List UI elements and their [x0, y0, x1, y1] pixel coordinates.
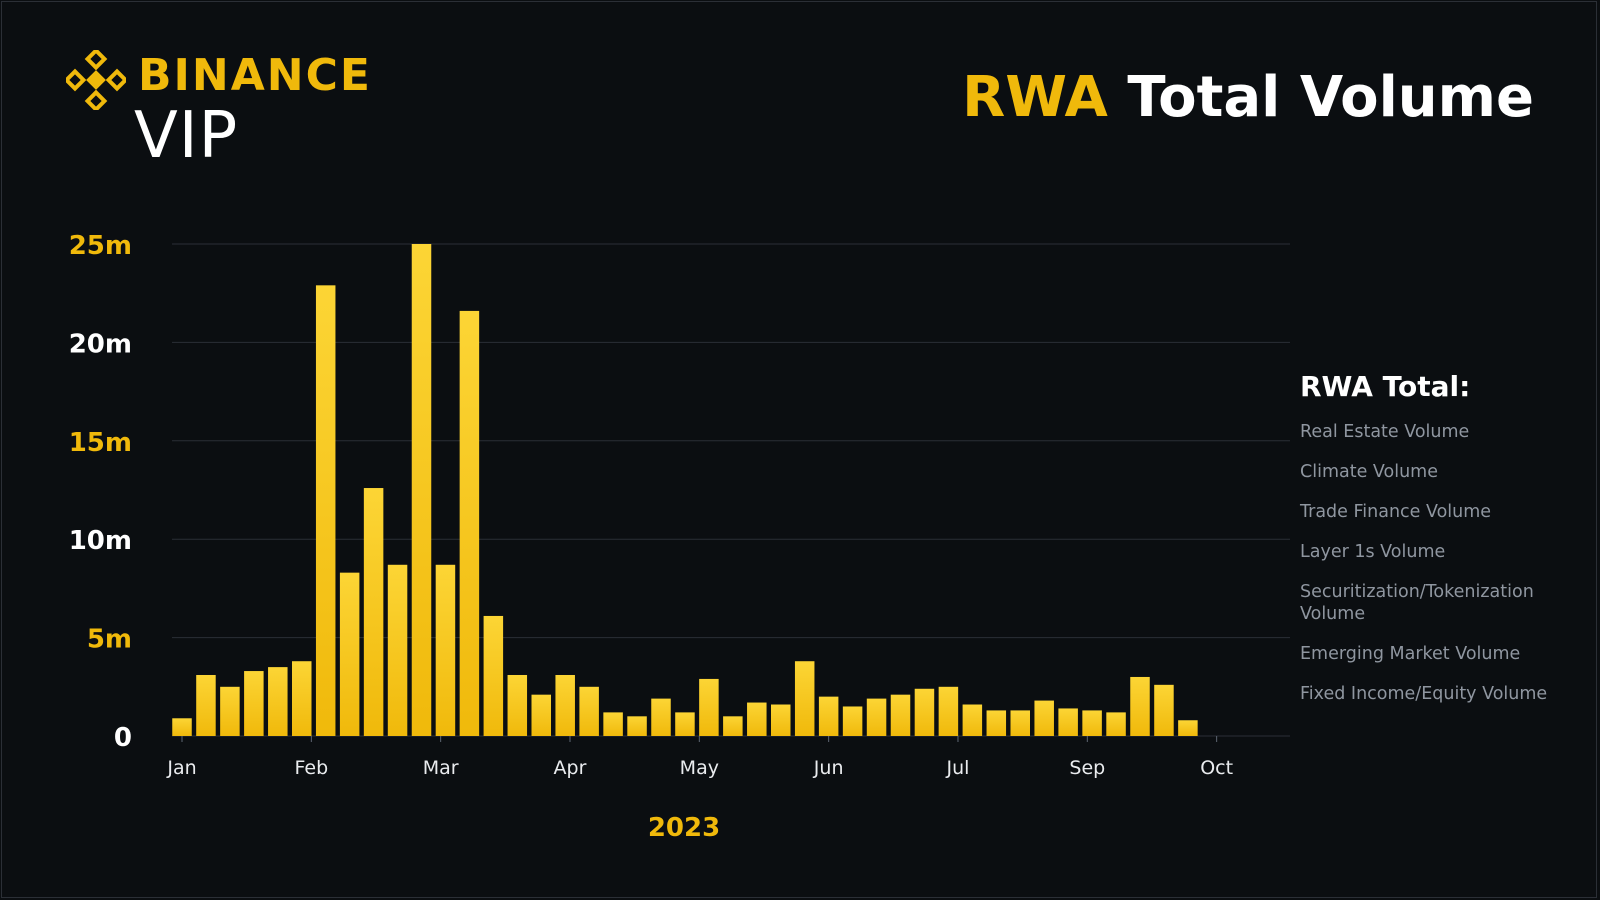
bar	[268, 667, 288, 736]
bar	[938, 686, 959, 736]
chart-title-highlight: RWA	[962, 65, 1108, 130]
legend-item: Securitization/Tokenization Volume	[1300, 581, 1534, 624]
bar	[387, 564, 408, 736]
x-tick-label: Sep	[1069, 757, 1105, 779]
bar	[483, 615, 504, 736]
bar	[866, 698, 887, 736]
legend-item: Trade Finance Volume	[1300, 501, 1492, 522]
bars	[172, 244, 1198, 736]
bar	[723, 716, 743, 736]
bar	[507, 674, 528, 736]
bar	[579, 686, 599, 736]
bar	[1034, 700, 1054, 736]
bar	[531, 694, 551, 736]
bar	[1130, 676, 1150, 736]
brand-sub: VIP	[134, 99, 239, 173]
bar	[962, 704, 983, 736]
legend-title: RWA Total:	[1300, 370, 1471, 403]
bar	[1058, 708, 1078, 736]
x-tick-label: Apr	[554, 757, 587, 779]
grid-lines	[172, 243, 1290, 737]
bar	[292, 661, 312, 736]
x-tick-label: Jul	[946, 757, 970, 779]
y-tick-label: 20m	[69, 329, 132, 359]
bar	[1082, 710, 1102, 736]
y-tick-label: 10m	[69, 526, 132, 556]
bar	[651, 698, 671, 736]
legend-item: Climate Volume	[1300, 461, 1438, 482]
bar	[1154, 684, 1174, 736]
chart-title: RWA Total Volume	[962, 70, 1534, 126]
legend-items: Real Estate Volume Climate Volume Trade Fi…	[1300, 421, 1570, 705]
bar	[1106, 712, 1126, 736]
bar	[172, 718, 192, 736]
bar	[339, 572, 360, 736]
legend-item: Fixed Income/Equity Volume	[1300, 683, 1548, 704]
brand-name: BINANCE	[138, 50, 372, 101]
bar	[459, 310, 480, 736]
bar	[699, 678, 719, 736]
bar	[890, 694, 911, 736]
legend-item: Real Estate Volume	[1300, 421, 1470, 442]
bar	[914, 688, 935, 736]
bar	[818, 696, 839, 736]
bar	[220, 686, 240, 736]
bar	[244, 671, 264, 736]
x-tick-label: Jun	[813, 757, 844, 779]
x-tick-label: May	[680, 757, 719, 779]
bar	[986, 710, 1007, 736]
legend: RWA Total: Real Estate Volume Climate Vol…	[1300, 370, 1570, 723]
y-tick-label: 0	[114, 723, 132, 753]
bar	[747, 702, 767, 736]
bar	[842, 706, 863, 736]
x-tick-label: Jan	[166, 757, 196, 779]
x-axis: Jan Feb Mar Apr May Jun Jul Sep Oct	[166, 736, 1233, 779]
legend-item: Layer 1s Volume	[1300, 541, 1446, 562]
y-tick-label: 15m	[69, 428, 132, 458]
bar	[411, 244, 432, 736]
legend-item: Emerging Market Volume	[1300, 643, 1521, 664]
bar	[603, 712, 623, 736]
x-axis-label: 2023	[648, 813, 720, 843]
y-tick-label: 25m	[69, 231, 132, 261]
binance-vip-logo: BINANCE VIP	[66, 50, 396, 170]
x-tick-label: Mar	[423, 757, 459, 779]
bar	[363, 488, 384, 736]
y-axis: 0 5m 10m 15m 20m 25m	[69, 231, 132, 753]
bar	[627, 716, 647, 736]
bar	[555, 674, 575, 736]
binance-diamond-icon	[66, 50, 126, 110]
chart-title-rest: Total Volume	[1127, 65, 1534, 130]
x-tick-label: Feb	[295, 757, 329, 779]
bar	[315, 285, 336, 736]
bar	[771, 704, 791, 736]
bar	[675, 712, 695, 736]
bar	[1010, 710, 1030, 736]
bar	[196, 674, 216, 736]
x-tick-label: Oct	[1200, 757, 1233, 779]
bar	[794, 661, 815, 736]
bar	[1178, 720, 1198, 736]
y-tick-label: 5m	[87, 625, 132, 655]
bar	[435, 564, 456, 736]
